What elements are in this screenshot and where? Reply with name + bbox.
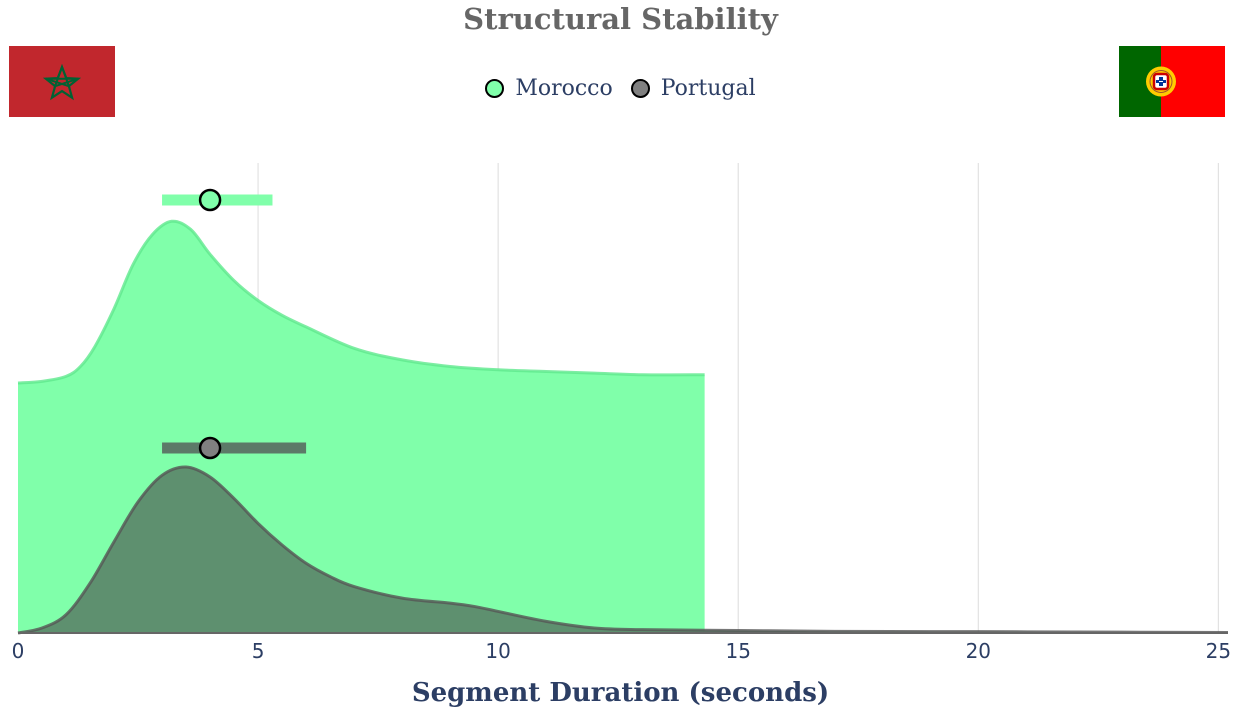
point-estimate-portugal [198,436,222,460]
x-axis-title: Segment Duration (seconds) [411,678,830,708]
density-line-morocco [17,219,705,385]
legend-label-morocco: Morocco [515,76,613,101]
density-line-portugal [17,465,1229,635]
legend-item-portugal[interactable]: Portugal [630,76,756,101]
legend-marker-portugal [630,79,650,98]
legend-label-portugal: Portugal [660,76,756,101]
portugal-flag-icon [1119,46,1225,117]
x-tick-label-5: 5 [252,639,265,663]
point-estimate-morocco [198,188,222,212]
x-tick-label-25: 25 [1206,639,1231,663]
legend-marker-morocco [485,79,505,98]
legend-item-morocco[interactable]: Morocco [485,76,613,101]
morocco-flag-icon [9,46,115,117]
x-tick-label-15: 15 [726,639,751,663]
density-area-portugal [18,466,1228,633]
chart-title: Structural Stability [463,2,778,36]
x-tick-label-0: 0 [12,639,25,663]
x-tick-label-10: 10 [485,639,510,663]
x-tick-label-20: 20 [966,639,991,663]
legend: Morocco Portugal [0,76,1241,101]
